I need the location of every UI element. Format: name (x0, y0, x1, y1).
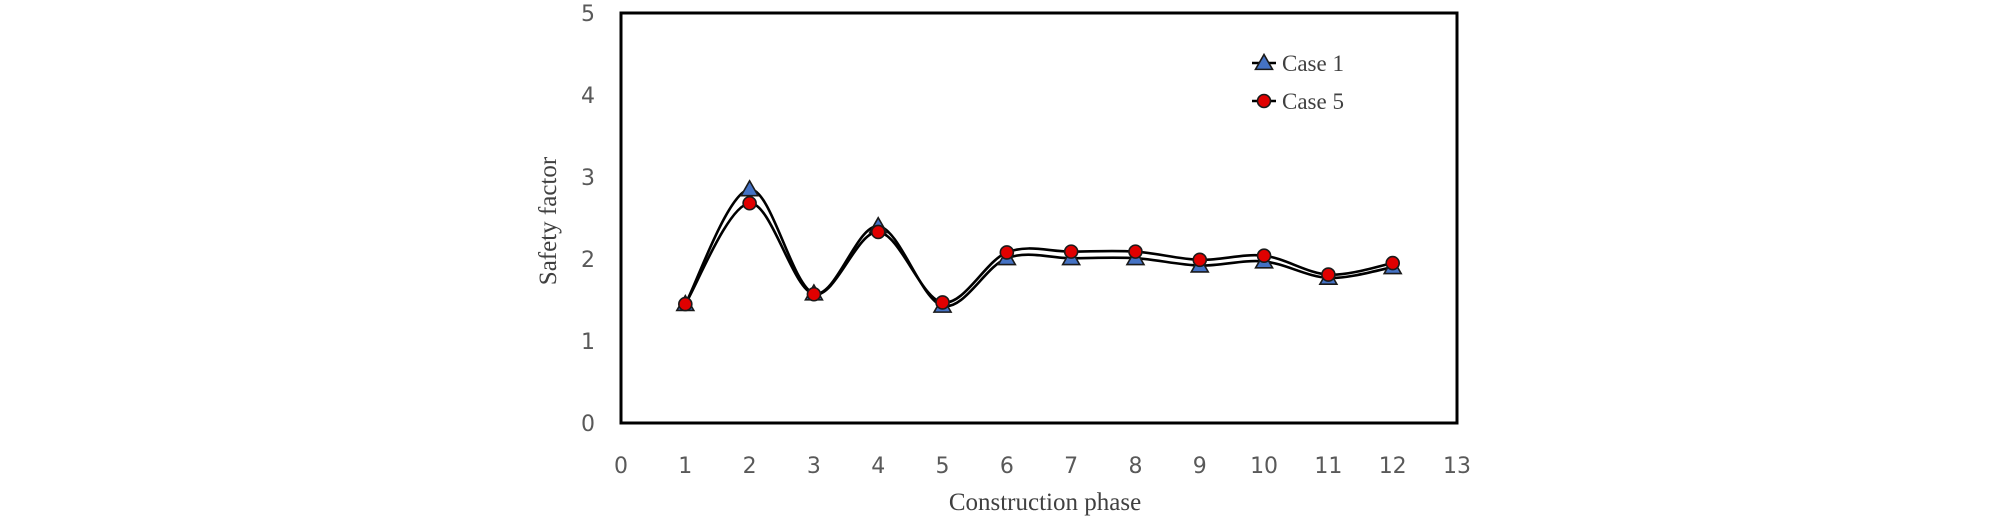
data-point-circle (742, 195, 757, 211)
y-tick-label: 4 (581, 84, 595, 109)
data-point-circle (1128, 244, 1143, 259)
y-tick-label: 1 (581, 330, 595, 355)
legend-item: Case 1 (1252, 51, 1344, 76)
data-point-circle (1063, 244, 1079, 259)
data-point-triangle (739, 179, 760, 197)
y-axis-ticks: 0 1 2 3 4 5 (581, 2, 595, 437)
x-tick-label: 2 (743, 454, 757, 479)
y-tick-label: 5 (581, 2, 595, 27)
data-point-circle (1385, 255, 1400, 271)
x-tick-label: 1 (678, 454, 692, 479)
x-tick-label: 4 (871, 454, 885, 479)
y-axis-title: Safety factor (535, 156, 562, 285)
legend-label: Case 5 (1282, 89, 1344, 114)
x-tick-label: 11 (1314, 454, 1342, 479)
y-tick-label: 0 (581, 412, 595, 437)
legend-item: Case 5 (1252, 89, 1344, 114)
data-point-circle (999, 245, 1015, 260)
plot-area-border (619, 11, 1459, 425)
legend-marker-circle (1256, 93, 1272, 109)
data-point-circle (1192, 252, 1208, 268)
data-point-circle (678, 296, 693, 312)
x-tick-label: 12 (1379, 454, 1407, 479)
data-point-circle (806, 286, 822, 302)
legend: Case 1 Case 5 (1252, 51, 1344, 114)
x-tick-label: 0 (614, 454, 628, 479)
x-tick-label: 3 (807, 454, 821, 479)
x-tick-label: 9 (1193, 454, 1207, 479)
x-axis-title: Construction phase (949, 489, 1141, 516)
x-axis-ticks: 0 1 2 3 4 5 6 7 8 9 10 11 12 13 (614, 454, 1471, 479)
data-point-circle (1321, 267, 1336, 282)
x-tick-label: 13 (1443, 454, 1471, 479)
data-point-circle (870, 224, 886, 240)
data-point-circle (935, 295, 950, 310)
data-point-circle (1256, 248, 1272, 264)
x-tick-label: 10 (1250, 454, 1278, 479)
x-tick-label: 7 (1064, 454, 1078, 479)
legend-marker-triangle (1254, 52, 1274, 71)
x-tick-label: 8 (1128, 454, 1142, 479)
plot-frame (619, 11, 1459, 425)
x-tick-label: 5 (936, 454, 950, 479)
series-layer (675, 179, 1403, 313)
y-tick-label: 2 (581, 248, 595, 273)
series-case-5 (678, 195, 1400, 312)
y-tick-label: 3 (581, 166, 595, 191)
x-tick-label: 6 (1000, 454, 1014, 479)
legend-label: Case 1 (1282, 51, 1344, 76)
